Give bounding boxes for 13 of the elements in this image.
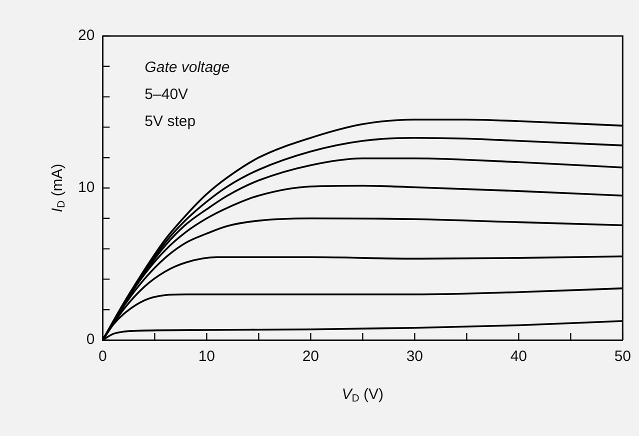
y-tick-label: 0 (86, 331, 95, 348)
annotation: 5–40V (144, 86, 188, 104)
x-tick-label: 10 (198, 348, 216, 366)
x-tick-label: 0 (98, 348, 107, 366)
annotation: 5V step (144, 113, 196, 130)
y-tick-label: 20 (78, 27, 95, 44)
y-tick-label: 10 (78, 179, 95, 196)
x-tick-label: 20 (302, 348, 320, 366)
annotation: Gate voltage (144, 59, 230, 76)
x-tick-label: 40 (510, 348, 528, 366)
y-axis-title: ID (mA) (48, 164, 68, 212)
x-tick-label: 50 (614, 348, 631, 366)
x-tick-label: 30 (406, 348, 424, 366)
